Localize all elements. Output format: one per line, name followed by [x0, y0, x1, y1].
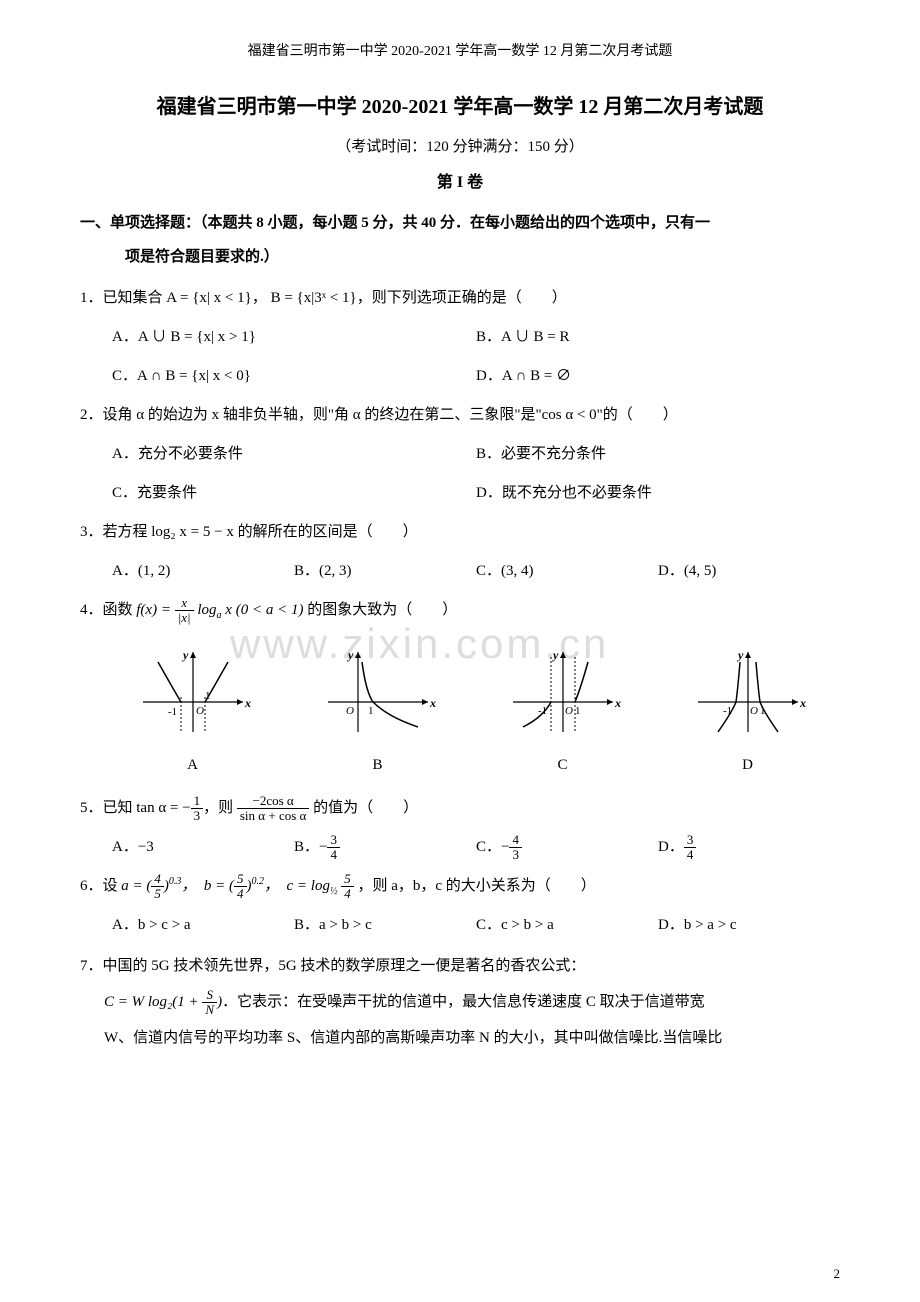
q5-option-c: C．−43: [476, 831, 658, 864]
q3-option-a: A．(1, 2): [112, 555, 294, 588]
q2-options-row1: A．充分不必要条件 B．必要不充分条件: [80, 438, 840, 471]
q4-graph-a-svg: x y -1 1 O: [133, 647, 253, 737]
q6-options: A．b > c > a B．a > b > c C．c > b > a D．b …: [80, 909, 840, 942]
q5-text-post: 的值为（ ）: [309, 800, 418, 816]
volume-label: 第 I 卷: [80, 168, 840, 192]
page-content: 福建省三明市第一中学 2020-2021 学年高一数学 12 月第二次月考试题 …: [80, 40, 840, 1056]
svg-text:O: O: [196, 705, 204, 717]
q2-options-row2: C．充要条件 D．既不充分也不必要条件: [80, 477, 840, 510]
q2-option-a: A．充分不必要条件: [112, 438, 476, 471]
question-1: 1．已知集合 A = {x| x < 1}， B = {x|3ˣ < 1}，则下…: [80, 282, 840, 393]
q1-option-c: C．A ∩ B = {x| x < 0}: [112, 360, 476, 393]
q3-option-c: C．(3, 4): [476, 555, 658, 588]
q4-text: 4．函数 f(x) = x|x| loga x (0 < a < 1) 的图象大…: [80, 594, 840, 627]
q4-text-post: 的图象大致为（ ）: [307, 602, 457, 618]
running-header: 福建省三明市第一中学 2020-2021 学年高一数学 12 月第二次月考试题: [80, 40, 840, 60]
q4-label-d: D: [673, 749, 823, 782]
q4-text-pre: 4．函数: [80, 602, 136, 618]
section-1-header-line2: 项是符合题目要求的.）: [80, 245, 840, 266]
q6-option-b: B．a > b > c: [294, 909, 476, 942]
svg-text:y: y: [736, 648, 744, 662]
svg-text:O: O: [346, 705, 354, 717]
q2-option-d: D．既不充分也不必要条件: [476, 477, 840, 510]
q5-text-pre: 5．已知 tan α = −: [80, 800, 191, 816]
q4-label-c: C: [488, 749, 638, 782]
q1-options-row1: A．A ∪ B = {x| x > 1} B．A ∪ B = R: [80, 321, 840, 354]
q1-option-d: D．A ∩ B = ∅: [476, 360, 840, 393]
svg-text:x: x: [244, 696, 251, 710]
svg-text:-1: -1: [168, 706, 177, 718]
q3-text: 3．若方程 log₂ x = 5 − x 的解所在的区间是（ ）: [80, 516, 840, 549]
q6-option-c: C．c > b > a: [476, 909, 658, 942]
q6-formula: a = (45)0.3， b = (54)0.2， c = log½ 54: [121, 878, 353, 894]
q4-label-a: A: [118, 749, 268, 782]
svg-text:x: x: [429, 696, 436, 710]
q7-line1: 7．中国的 5G 技术领先世界，5G 技术的数学原理之一便是著名的香农公式：: [80, 948, 840, 984]
q4-graph-row: x y -1 1 O A x: [80, 647, 840, 782]
q4-graph-c-svg: x y -1 1 O: [503, 647, 623, 737]
q6-option-d: D．b > a > c: [658, 909, 840, 942]
q5-options: A．−3 B．−34 C．−43 D．34: [80, 831, 840, 864]
q4-graph-a: x y -1 1 O A: [118, 647, 268, 782]
q4-graph-d-svg: x y -1 1 O: [688, 647, 808, 737]
question-2: 2．设角 α 的始边为 x 轴非负半轴，则"角 α 的终边在第二、三象限"是"c…: [80, 399, 840, 510]
q3-options: A．(1, 2) B．(2, 3) C．(3, 4) D．(4, 5): [80, 555, 840, 588]
exam-info: （考试时间：120 分钟满分：150 分）: [80, 135, 840, 156]
q5-option-d: D．34: [658, 831, 840, 864]
svg-text:y: y: [181, 648, 189, 662]
q7-line3: W、信道内信号的平均功率 S、信道内部的高斯噪声功率 N 的大小，其中叫做信噪比…: [80, 1020, 840, 1056]
svg-text:O: O: [750, 705, 758, 717]
question-5: 5．已知 tan α = −13，则 −2cos αsin α + cos α …: [80, 792, 840, 864]
q2-option-c: C．充要条件: [112, 477, 476, 510]
q1-text: 1．已知集合 A = {x| x < 1}， B = {x|3ˣ < 1}，则下…: [80, 282, 840, 315]
q1-option-b: B．A ∪ B = R: [476, 321, 840, 354]
q6-option-a: A．b > c > a: [112, 909, 294, 942]
q4-formula: f(x) = x|x| loga x (0 < a < 1): [136, 602, 303, 618]
svg-text:-1: -1: [538, 705, 547, 717]
page-number: 2: [834, 1266, 841, 1282]
q1-option-a: A．A ∪ B = {x| x > 1}: [112, 321, 476, 354]
svg-text:1: 1: [575, 705, 581, 717]
q3-option-b: B．(2, 3): [294, 555, 476, 588]
q7-line2: C = W log₂(1 + SN)．它表示：在受噪声干扰的信道中，最大信息传递…: [80, 984, 840, 1020]
svg-text:x: x: [799, 696, 806, 710]
svg-text:O: O: [565, 705, 573, 717]
q7-line2-post: ．它表示：在受噪声干扰的信道中，最大信息传递速度 C 取决于信道带宽: [222, 994, 705, 1010]
q6-text: 6．设 a = (45)0.3， b = (54)0.2， c = log½ 5…: [80, 870, 840, 903]
question-4: 4．函数 f(x) = x|x| loga x (0 < a < 1) 的图象大…: [80, 594, 840, 782]
q4-graph-c: x y -1 1 O C: [488, 647, 638, 782]
svg-text:y: y: [346, 648, 354, 662]
q1-options-row2: C．A ∩ B = {x| x < 0} D．A ∩ B = ∅: [80, 360, 840, 393]
svg-text:y: y: [551, 648, 559, 662]
q5-option-b: B．−34: [294, 831, 476, 864]
q2-option-b: B．必要不充分条件: [476, 438, 840, 471]
q4-graph-b-svg: x y O 1: [318, 647, 438, 737]
q3-option-d: D．(4, 5): [658, 555, 840, 588]
question-3: 3．若方程 log₂ x = 5 − x 的解所在的区间是（ ） A．(1, 2…: [80, 516, 840, 588]
svg-text:1: 1: [368, 705, 374, 717]
q4-graph-d: x y -1 1 O D: [673, 647, 823, 782]
q2-text: 2．设角 α 的始边为 x 轴非负半轴，则"角 α 的终边在第二、三象限"是"c…: [80, 399, 840, 432]
q6-text-post: ，则 a，b，c 的大小关系为（ ）: [357, 878, 595, 894]
q4-label-b: B: [303, 749, 453, 782]
q5-option-a: A．−3: [112, 831, 294, 864]
q4-graph-b: x y O 1 B: [303, 647, 453, 782]
question-6: 6．设 a = (45)0.3， b = (54)0.2， c = log½ 5…: [80, 870, 840, 942]
q5-text-mid: ，则: [203, 800, 237, 816]
q6-text-pre: 6．设: [80, 878, 121, 894]
section-1-header-line1: 一、单项选择题：（本题共 8 小题，每小题 5 分，共 40 分．在每小题给出的…: [80, 210, 840, 237]
q5-text: 5．已知 tan α = −13，则 −2cos αsin α + cos α …: [80, 792, 840, 825]
question-7: 7．中国的 5G 技术领先世界，5G 技术的数学原理之一便是著名的香农公式： C…: [80, 948, 840, 1056]
svg-text:x: x: [614, 696, 621, 710]
page-title: 福建省三明市第一中学 2020-2021 学年高一数学 12 月第二次月考试题: [80, 90, 840, 119]
